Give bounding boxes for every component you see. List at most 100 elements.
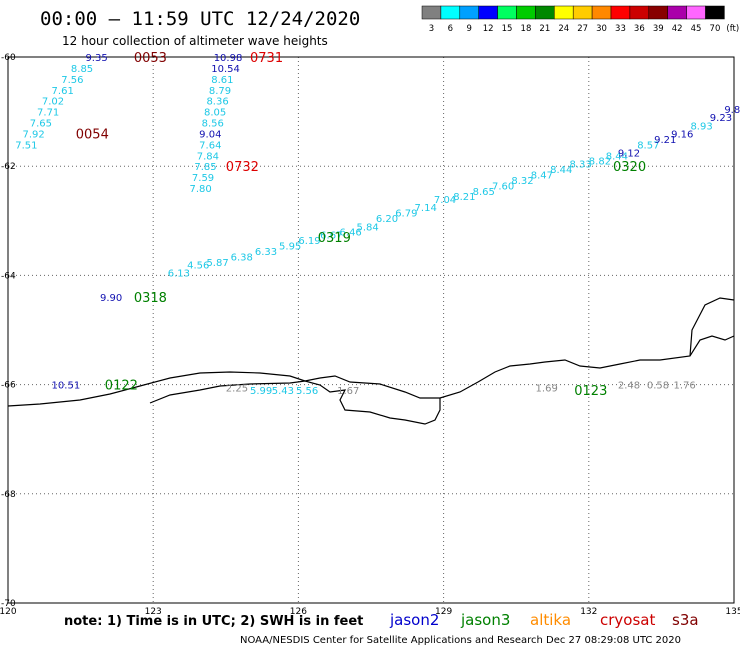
swh-value: 9.35 bbox=[85, 53, 107, 64]
swh-value: 5.84 bbox=[356, 222, 378, 233]
swh-value: 8.57 bbox=[637, 140, 659, 151]
swh-value: 5.43 bbox=[272, 386, 294, 397]
scale-label: 6 bbox=[448, 24, 453, 34]
scale-swatch bbox=[610, 5, 631, 20]
pass-time-label: 0320 bbox=[613, 160, 646, 175]
scale-label: 9 bbox=[467, 24, 472, 34]
swh-value: 8.47 bbox=[531, 170, 553, 181]
pass-time-label: 0053 bbox=[134, 51, 167, 66]
scale-label: 21 bbox=[539, 24, 550, 34]
pass-time-label: 0731 bbox=[250, 51, 283, 66]
swh-value: 2.48 bbox=[618, 381, 640, 392]
scale-swatch bbox=[478, 5, 498, 20]
scale-swatch bbox=[686, 5, 706, 20]
swh-value: 6.33 bbox=[255, 247, 277, 258]
swh-value: 5.87 bbox=[206, 258, 228, 269]
swh-value: 7.14 bbox=[415, 203, 437, 214]
pass-time-label: 0123 bbox=[574, 384, 607, 399]
swh-value: 7.85 bbox=[194, 162, 216, 173]
scale-unit: (ft) bbox=[726, 24, 739, 34]
scale-label: 33 bbox=[615, 24, 626, 34]
legend-jason3: jason3 bbox=[460, 611, 510, 629]
scale-label: 39 bbox=[653, 24, 664, 34]
swh-value: 8.36 bbox=[206, 97, 228, 108]
swh-value: 1.76 bbox=[674, 381, 696, 392]
swh-value: 1.67 bbox=[337, 386, 359, 397]
scale-label: 70 bbox=[710, 24, 721, 34]
footnote: note: 1) Time is in UTC; 2) SWH is in fe… bbox=[64, 614, 363, 629]
swh-value: 7.59 bbox=[192, 173, 214, 184]
swh-value: 10.54 bbox=[211, 64, 240, 75]
scale-label: 42 bbox=[672, 24, 683, 34]
swh-value: 5.95 bbox=[279, 241, 301, 252]
lon-tick-label: 120 bbox=[0, 607, 17, 617]
swh-value: 6.38 bbox=[231, 252, 253, 263]
swh-value: 7.65 bbox=[30, 119, 52, 130]
legend-s3a: s3a bbox=[672, 611, 699, 629]
swh-value: 8.82 bbox=[589, 157, 611, 168]
swh-value: 6.79 bbox=[395, 209, 417, 220]
swh-value: 8.32 bbox=[511, 176, 533, 187]
swh-value: 9.90 bbox=[100, 293, 122, 304]
swh-value: 9.21 bbox=[654, 135, 676, 146]
scale-swatch bbox=[516, 5, 536, 20]
coastline-bay bbox=[304, 380, 441, 425]
scale-label: 15 bbox=[502, 24, 513, 34]
swh-value: 7.80 bbox=[190, 184, 212, 195]
swh-value: 8.33 bbox=[569, 159, 591, 170]
scale-swatch bbox=[440, 5, 461, 20]
swh-value: 0.58 bbox=[647, 381, 669, 392]
swh-value: 7.84 bbox=[197, 151, 219, 162]
scale-label: 24 bbox=[558, 24, 569, 34]
swh-value: 5.99 bbox=[250, 386, 272, 397]
swh-value: 9.16 bbox=[671, 129, 693, 140]
scale-swatch bbox=[459, 5, 479, 20]
scale-label: 36 bbox=[634, 24, 645, 34]
swh-value: 6.19 bbox=[298, 236, 320, 247]
scale-label: 12 bbox=[483, 24, 494, 34]
swh-value: 8.79 bbox=[209, 86, 231, 97]
swh-value: 8.61 bbox=[211, 75, 233, 86]
swh-value: 7.92 bbox=[23, 129, 45, 140]
swh-value: 9.23 bbox=[710, 113, 732, 124]
swh-value: 6.20 bbox=[376, 214, 398, 225]
swh-value: 6.46 bbox=[340, 228, 362, 239]
scale-label: 45 bbox=[691, 24, 702, 34]
swh-value: 5.56 bbox=[296, 386, 318, 397]
scale-swatch bbox=[629, 5, 650, 20]
swh-value: 8.44 bbox=[550, 165, 572, 176]
scale-label: 18 bbox=[521, 24, 532, 34]
swh-value: 2.25 bbox=[226, 383, 248, 394]
lon-tick-label: 126 bbox=[290, 607, 307, 617]
pass-times: 0053 0054 0731 0732 0318 0319 0320 0122 0123 bbox=[76, 51, 646, 399]
map-frame bbox=[7, 56, 735, 604]
swh-value: 9.04 bbox=[199, 129, 221, 140]
scale-swatch bbox=[648, 5, 668, 20]
swh-value: 7.02 bbox=[42, 97, 64, 108]
scale-swatch bbox=[535, 5, 555, 20]
swh-value: 8.85 bbox=[71, 64, 93, 75]
swh-value: 10.98 bbox=[214, 53, 243, 64]
swh-value: 7.71 bbox=[37, 108, 59, 119]
pass-time-label: 0732 bbox=[226, 160, 259, 175]
scale-label: 30 bbox=[596, 24, 607, 34]
antarctic-coastline bbox=[7, 335, 735, 407]
swh-value: 6.67 bbox=[320, 230, 342, 241]
lon-tick-label: 135 bbox=[725, 607, 740, 617]
swh-value: 9.8 bbox=[724, 105, 740, 116]
swh-value: 8.65 bbox=[473, 187, 495, 198]
swh-value: 9.12 bbox=[618, 149, 640, 160]
swh-value: 8.93 bbox=[690, 121, 712, 132]
swh-value: 7.61 bbox=[52, 86, 74, 97]
scale-swatch bbox=[705, 5, 725, 20]
lat-lon-grid: 120 123 126 129 132 135-60-62-64-66-68-70 bbox=[0, 53, 740, 617]
scale-swatch bbox=[591, 5, 612, 20]
map-title: 00:00 – 11:59 UTC 12/24/2020 bbox=[40, 8, 360, 30]
wave-height-color-scale: 3 6 9 12 15 18 21 24 27 30 33 36 39 42 45 70 (ft) bbox=[421, 5, 739, 34]
lat-tick-label: -70 bbox=[1, 599, 16, 609]
swh-value: 1.69 bbox=[536, 383, 558, 394]
swh-value: 7.64 bbox=[199, 140, 221, 151]
scale-swatch bbox=[497, 5, 517, 20]
swh-value: 8.21 bbox=[453, 192, 475, 203]
